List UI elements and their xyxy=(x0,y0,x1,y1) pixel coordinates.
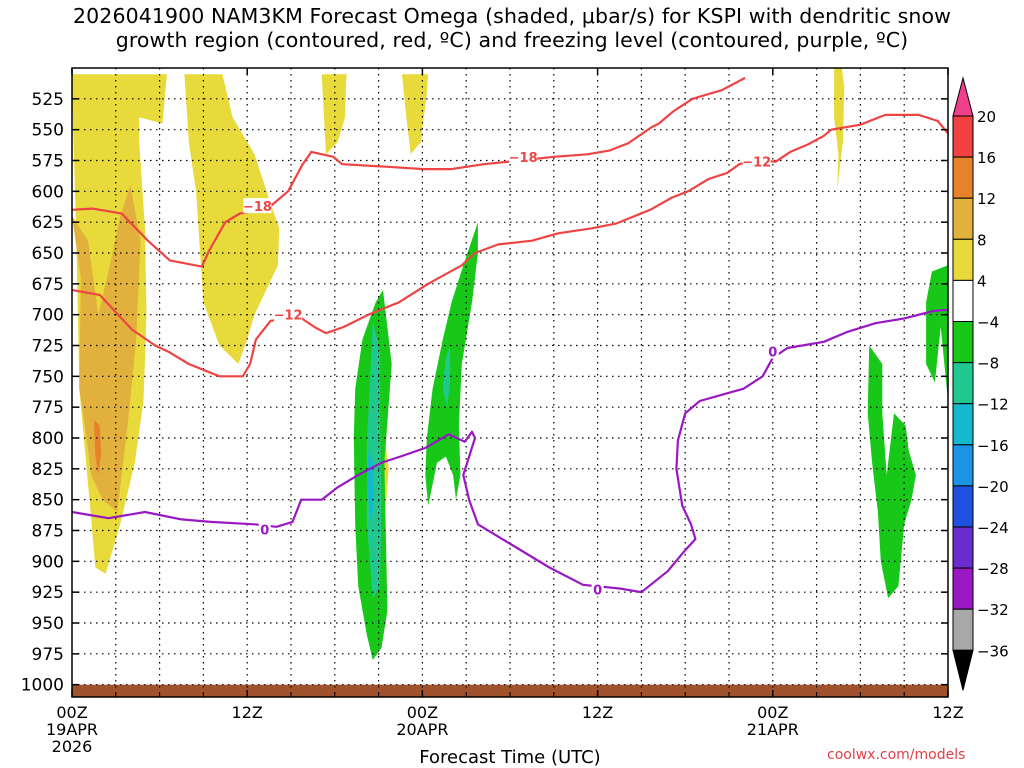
colorbar-box xyxy=(952,197,974,240)
y-tick-label: 750 xyxy=(32,367,64,387)
red-contour-label: −18 xyxy=(243,200,272,215)
colorbar-box xyxy=(952,115,974,158)
omega-region-positive-early-8to12 xyxy=(72,185,141,512)
colorbar-box xyxy=(952,608,974,651)
colorbar-box xyxy=(952,279,974,322)
freezing-level-label: 0 xyxy=(768,346,777,361)
omega-region-negative-60z xyxy=(926,265,948,401)
colorbar-bottom-arrow xyxy=(952,649,974,691)
chart-title: 2026041900 NAM3KM Forecast Omega (shaded… xyxy=(0,4,1024,52)
colorbar-top-arrow xyxy=(952,76,974,117)
y-tick-label: 600 xyxy=(32,182,64,202)
x-tick-label: 00Z xyxy=(757,703,788,722)
colorbar-box xyxy=(952,526,974,569)
grid-lines xyxy=(72,68,948,697)
omega-region-positive-22z xyxy=(402,74,429,155)
colorbar-label: 8 xyxy=(977,231,987,249)
red-contour-label: −18 xyxy=(509,151,538,166)
freezing-level-label: 0 xyxy=(260,523,269,538)
colorbar-box xyxy=(952,321,974,364)
colorbar-label: 16 xyxy=(977,149,996,167)
purple-label-bg xyxy=(258,521,271,537)
omega-region-negative-19z-core xyxy=(366,320,382,599)
chart-title-line-1: 2026041900 NAM3KM Forecast Omega (shaded… xyxy=(73,4,951,28)
colorbar-label: −36 xyxy=(977,642,1009,660)
y-tick-label: 1000 xyxy=(21,676,64,696)
y-tick-label: 875 xyxy=(32,522,64,542)
x-tick-label: 00Z xyxy=(56,703,87,722)
omega-region-negative-55z xyxy=(867,345,916,599)
y-tick-label: 800 xyxy=(32,429,64,449)
colorbar-label: −8 xyxy=(977,355,999,373)
colorbar-label: 12 xyxy=(977,190,996,208)
y-tick-label: 550 xyxy=(32,121,64,141)
red-contour--12 xyxy=(72,113,948,378)
red-label-bg xyxy=(509,148,538,164)
y-tick-label: 725 xyxy=(32,337,64,357)
x-tick-label: 00Z xyxy=(407,703,438,722)
red-contour-label: −12 xyxy=(742,156,771,171)
x-tick-date: 19APR xyxy=(46,720,98,739)
x-tick-date: 20APR xyxy=(396,720,448,739)
colorbar: 20 16 12 8 4 −4 −8 −12 −16 −20 −24 −28 −32 −36 xyxy=(952,76,1009,691)
colorbar-label: −28 xyxy=(977,560,1009,578)
dendritic-growth-contours: −18 −18 −12 −12 xyxy=(72,76,948,378)
colorbar-label: −4 xyxy=(977,314,999,332)
red-contour--18 xyxy=(72,76,746,268)
colorbar-label: −16 xyxy=(977,437,1009,455)
colorbar-box xyxy=(952,238,974,281)
red-label-bg xyxy=(243,198,272,214)
y-tick-label: 925 xyxy=(32,583,64,603)
y-tick-label: 825 xyxy=(32,460,64,480)
colorbar-box xyxy=(952,362,974,405)
y-tick-label: 575 xyxy=(32,152,64,172)
y-tick-label: 525 xyxy=(32,90,64,110)
colorbar-box xyxy=(952,567,974,610)
x-tick-year: 2026 xyxy=(52,737,93,756)
red-label-bg xyxy=(274,306,303,322)
purple-label-bg xyxy=(591,581,604,597)
omega-region-positive-early-12to16 xyxy=(93,419,102,475)
omega-region-positive-53z xyxy=(834,68,845,192)
axes: 525 550 575 600 625 650 675 700 725 750 775 800 825 8… xyxy=(21,68,964,756)
colorbar-label: −12 xyxy=(977,396,1009,414)
omega-region-negative-26z xyxy=(425,222,478,506)
colorbar-box xyxy=(952,444,974,487)
omega-region-positive-17z xyxy=(321,74,347,155)
x-tick-label: 12Z xyxy=(582,703,613,722)
x-tick-label: 12Z xyxy=(232,703,263,722)
y-tick-label: 850 xyxy=(32,491,64,511)
colorbar-label: 4 xyxy=(977,272,987,290)
y-tick-label: 700 xyxy=(32,306,64,326)
freezing-level-contour: 0 0 0 xyxy=(71,308,949,599)
y-tick-label: 950 xyxy=(32,614,64,634)
x-tick-date: 21APR xyxy=(747,720,799,739)
chart-title-line-2: growth region (contoured, red, ºC) and f… xyxy=(115,28,909,52)
x-tick-label: 12Z xyxy=(932,703,963,722)
colorbar-box xyxy=(952,403,974,446)
freezing-level-label: 0 xyxy=(593,584,602,599)
y-tick-label: 625 xyxy=(32,213,64,233)
site-credit[interactable]: coolwx.com/models xyxy=(827,747,966,763)
red-contour-label: −12 xyxy=(274,309,303,324)
red-label-bg xyxy=(742,153,771,169)
colorbar-label: 20 xyxy=(977,108,996,126)
colorbar-label: −24 xyxy=(977,519,1009,537)
purple-label-bg xyxy=(766,343,779,359)
colorbar-label: −32 xyxy=(977,601,1009,619)
colorbar-box xyxy=(952,485,974,528)
y-tick-label: 775 xyxy=(32,398,64,418)
omega-region-negative-26z-core xyxy=(442,345,451,408)
freezing-level-line xyxy=(71,308,949,594)
y-tick-label: 975 xyxy=(32,645,64,665)
x-axis-label: Forecast Time (UTC) xyxy=(419,747,600,768)
colorbar-box xyxy=(952,156,974,199)
y-tick-label: 650 xyxy=(32,244,64,264)
y-tick-label: 675 xyxy=(32,275,64,295)
y-tick-label: 900 xyxy=(32,552,64,572)
colorbar-label: −20 xyxy=(977,478,1009,496)
